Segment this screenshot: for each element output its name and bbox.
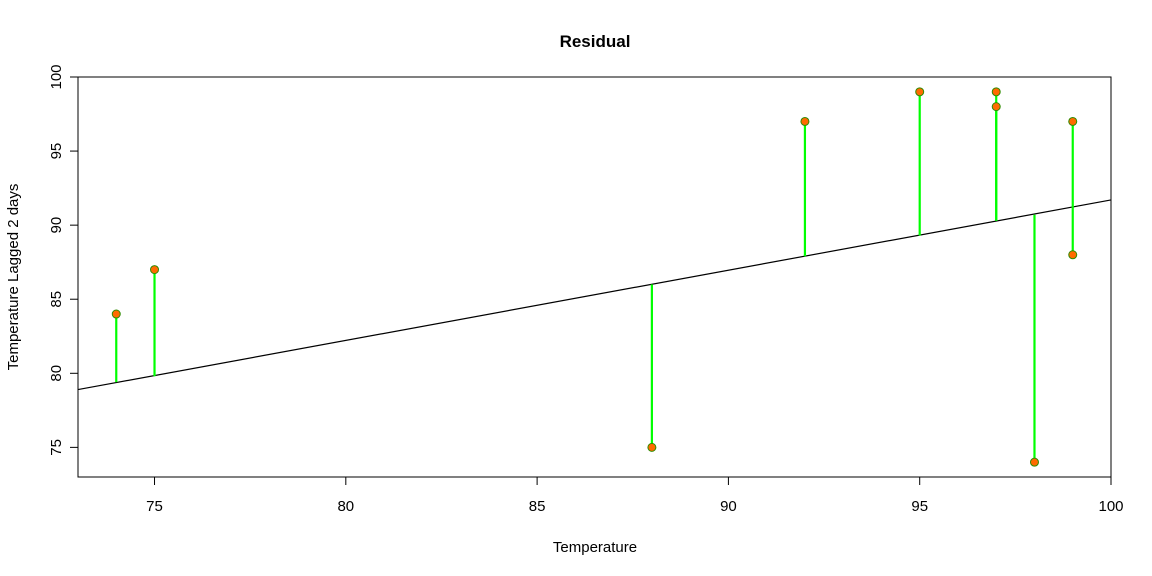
y-tick-label: 80	[48, 365, 65, 382]
y-axis: 75 80 85 90 95 100	[48, 64, 78, 456]
x-tick-label: 75	[146, 498, 163, 515]
y-tick-label: 95	[48, 143, 65, 160]
x-tick-label: 90	[720, 498, 737, 515]
y-axis-label: Temperature Lagged 2 days	[5, 184, 22, 371]
data-point	[111, 309, 121, 319]
regression-line	[77, 199, 1112, 391]
data-point	[1068, 116, 1078, 126]
x-axis: 75 80 85 90 95 100	[146, 477, 1124, 515]
chart-title: Residual	[560, 32, 631, 51]
x-tick-label: 95	[911, 498, 928, 515]
data-point	[991, 87, 1001, 97]
y-tick-label: 100	[48, 64, 65, 89]
data-point	[991, 102, 1001, 112]
data-point	[647, 442, 657, 452]
data-point	[150, 265, 160, 275]
data-point	[915, 87, 925, 97]
y-tick-label: 85	[48, 291, 65, 308]
data-points	[111, 87, 1078, 467]
data-point	[1068, 250, 1078, 260]
x-tick-label: 85	[529, 498, 546, 515]
x-axis-label: Temperature	[553, 539, 637, 556]
data-point	[800, 116, 810, 126]
data-point	[1029, 457, 1039, 467]
fit-line-layer	[77, 199, 1112, 391]
y-tick-label: 75	[48, 439, 65, 456]
residual-segments	[115, 91, 1074, 463]
plot-frame	[77, 76, 1112, 478]
x-tick-label: 80	[337, 498, 354, 515]
y-tick-label: 90	[48, 217, 65, 234]
x-tick-label: 100	[1098, 498, 1123, 515]
